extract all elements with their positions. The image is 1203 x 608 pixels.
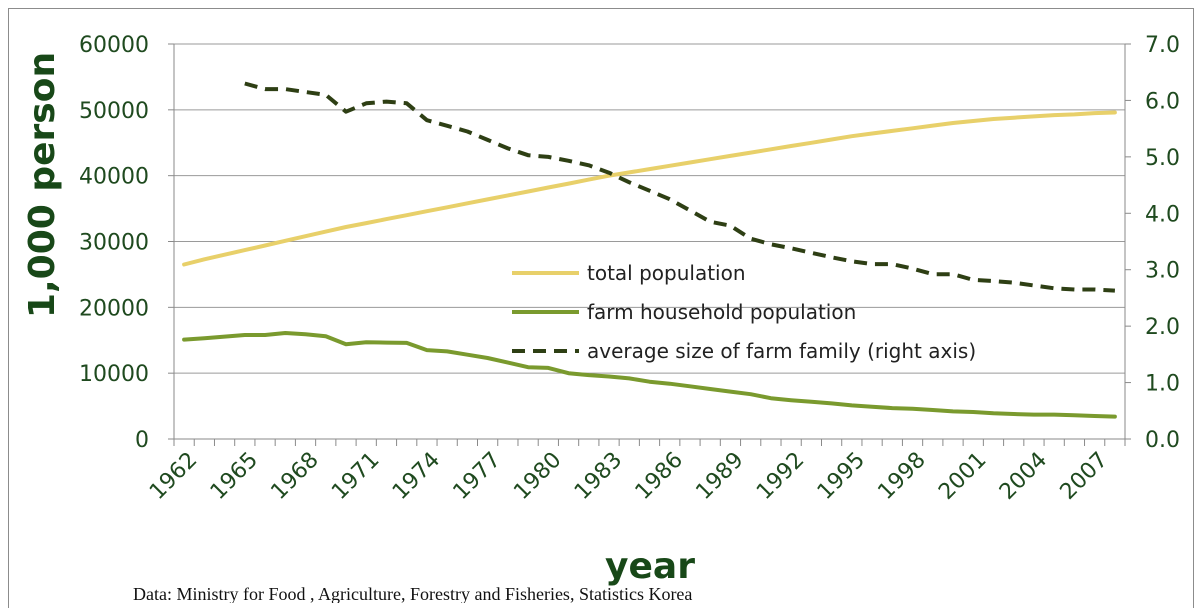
y-tick-label: 40000 <box>79 165 149 190</box>
x-tick-label: 1977 <box>449 448 506 505</box>
x-tick-label: 1998 <box>874 448 931 505</box>
y-tick-label: 30000 <box>79 231 149 256</box>
legend-label-total-population: total population <box>587 261 746 285</box>
x-tick-label: 1995 <box>813 448 870 505</box>
chart-frame <box>8 8 1194 608</box>
y2-axis-ticks: 0.0 1.0 2.0 3.0 4.0 5.0 6.0 7.0 <box>1125 33 1180 453</box>
y-tick-label: 20000 <box>79 296 149 321</box>
x-tick-label: 2007 <box>1056 448 1113 505</box>
x-tick-label: 1980 <box>509 448 566 505</box>
x-tick-label: 1992 <box>752 448 809 505</box>
x-tick-label: 1962 <box>145 448 202 505</box>
y-axis-ticks: 0 10000 20000 30000 40000 50000 60000 <box>79 33 174 453</box>
x-tick-label: 1983 <box>570 448 627 505</box>
y2-tick-label: 7.0 <box>1145 33 1180 58</box>
x-axis-title: year <box>605 546 695 587</box>
y2-tick-label: 1.0 <box>1145 372 1180 397</box>
x-tick-label: 2004 <box>995 448 1052 505</box>
series-line-total-population <box>182 110 1117 267</box>
series-lines <box>182 81 1117 419</box>
x-tick-label: 1971 <box>327 448 384 505</box>
x-tick-label: 1974 <box>388 448 445 505</box>
x-tick-label: 1965 <box>206 448 263 505</box>
y-axis-title: 1,000 person <box>22 52 63 318</box>
series-line-average-size-of-farm-family-right-axis <box>244 81 1116 293</box>
y-tick-label: 10000 <box>79 362 149 387</box>
legend-label-average-size-of-farm-family: average size of farm family (right axis) <box>587 339 976 363</box>
y-tick-label: 50000 <box>79 99 149 124</box>
y2-tick-label: 3.0 <box>1145 259 1180 284</box>
source-note: Data: Ministry for Food , Agriculture, F… <box>133 584 692 603</box>
y2-tick-label: 2.0 <box>1145 315 1180 340</box>
y2-tick-label: 6.0 <box>1145 89 1180 114</box>
legend-label-farm-household-population: farm household population <box>587 300 856 324</box>
series-line-farm-household-population <box>182 331 1117 419</box>
y2-tick-label: 0.0 <box>1145 428 1180 453</box>
y2-tick-label: 4.0 <box>1145 202 1180 227</box>
gridlines <box>174 43 1125 374</box>
x-tick-label: 1968 <box>266 448 323 505</box>
x-tick-label: 1986 <box>631 448 688 505</box>
x-tick-label: 2001 <box>934 448 991 505</box>
x-axis-ticks: 1962 1965 1968 1971 1974 1977 1980 1983 1986 1989… <box>145 439 1126 505</box>
y-tick-label: 0 <box>135 428 149 453</box>
y2-tick-label: 5.0 <box>1145 146 1180 171</box>
y-tick-label: 60000 <box>79 33 149 58</box>
x-tick-label: 1989 <box>691 448 748 505</box>
legend: total population farm household populati… <box>512 261 976 363</box>
